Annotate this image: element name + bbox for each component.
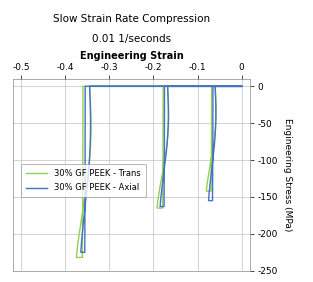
30% GF PEEK - Axial	[213, 138, 217, 141]
30% GF PEEK - Trans	[209, 160, 213, 164]
Line: 30% GF PEEK - Axial: 30% GF PEEK - Axial	[208, 86, 242, 201]
30% GF PEEK - Trans	[213, 133, 217, 137]
30% GF PEEK - Axial	[211, 92, 215, 96]
30% GF PEEK - Axial	[240, 85, 244, 88]
30% GF PEEK - Trans	[240, 85, 244, 88]
30% GF PEEK - Axial	[211, 127, 215, 131]
Legend: 30% GF PEEK - Trans, 30% GF PEEK - Axial: 30% GF PEEK - Trans, 30% GF PEEK - Axial	[22, 164, 146, 197]
30% GF PEEK - Axial	[211, 199, 214, 202]
30% GF PEEK - Trans	[240, 85, 244, 88]
Text: Slow Strain Rate Compression: Slow Strain Rate Compression	[53, 14, 210, 24]
X-axis label: Engineering Strain: Engineering Strain	[80, 51, 183, 61]
30% GF PEEK - Trans	[209, 190, 213, 193]
30% GF PEEK - Trans	[210, 92, 213, 95]
30% GF PEEK - Trans	[213, 125, 217, 129]
30% GF PEEK - Axial	[208, 183, 212, 186]
30% GF PEEK - Trans	[206, 175, 210, 178]
Line: 30% GF PEEK - Trans: 30% GF PEEK - Trans	[206, 86, 242, 191]
30% GF PEEK - Axial	[240, 85, 244, 88]
30% GF PEEK - Trans	[210, 124, 213, 127]
Y-axis label: Engineering Stress (MPa): Engineering Stress (MPa)	[283, 118, 292, 232]
30% GF PEEK - Axial	[213, 129, 217, 132]
Text: 0.01 1/seconds: 0.01 1/seconds	[92, 34, 171, 44]
30% GF PEEK - Axial	[210, 167, 214, 170]
